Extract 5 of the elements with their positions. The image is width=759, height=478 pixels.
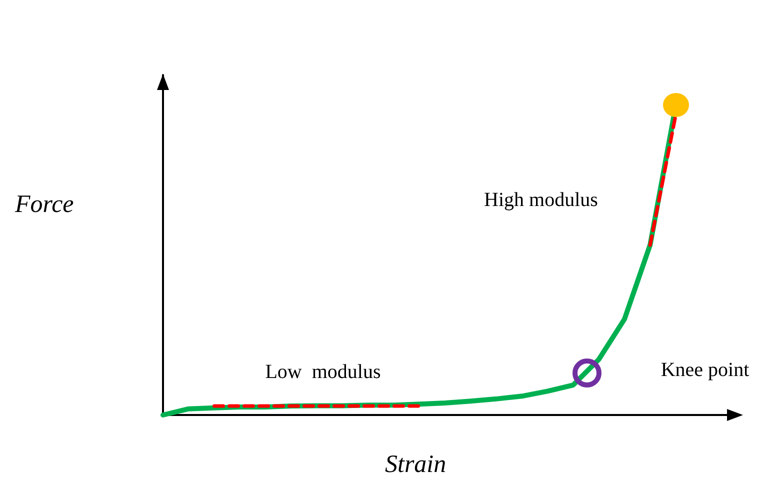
annotation: High modulus	[484, 189, 598, 211]
annotation: Low modulus	[265, 361, 381, 383]
y-axis-title: Force	[14, 191, 74, 218]
x-axis-title: Strain	[385, 451, 446, 478]
annotation: Knee point	[660, 359, 750, 381]
